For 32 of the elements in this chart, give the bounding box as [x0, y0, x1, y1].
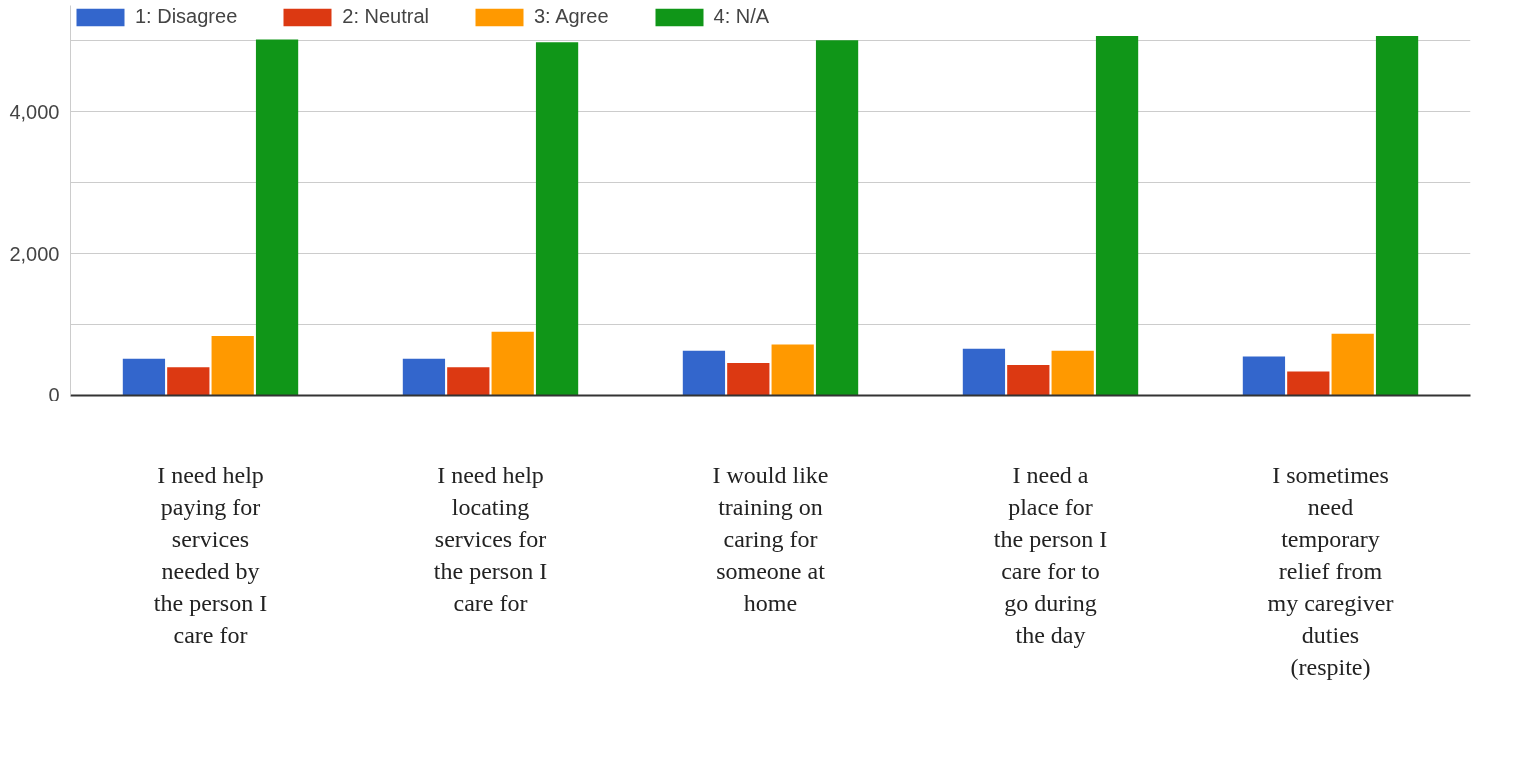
bar [255, 39, 299, 396]
bar [682, 350, 726, 396]
legend-label: 2: Neutral [342, 5, 429, 28]
legend-label: 3: Agree [534, 5, 609, 28]
bar [771, 344, 814, 396]
bar [167, 367, 210, 396]
bar [535, 42, 579, 396]
bar [1242, 356, 1286, 396]
bar [402, 358, 446, 396]
x-tick-label: I need help locating services for the person I care for [433, 461, 548, 616]
x-tick-label: I need help paying for services needed by the person I care for [153, 461, 268, 648]
legend-label: 4: N/A [713, 5, 770, 28]
y-tick-label: 0 [48, 383, 60, 406]
bar [727, 362, 770, 396]
bar [1095, 35, 1139, 396]
x-tick-label: I sometimes need temporary relief from my caregiver duties (respite) [1267, 461, 1394, 680]
bar [491, 331, 534, 396]
bar [1287, 371, 1330, 396]
bar [1051, 350, 1094, 396]
bar [211, 335, 254, 396]
bar [962, 348, 1006, 396]
bar [447, 367, 490, 396]
legend-label: 1: Disagree [135, 5, 238, 28]
bar [1375, 35, 1419, 396]
bar [1331, 333, 1374, 396]
y-tick-label: 2,000 [9, 242, 60, 265]
bar [1007, 365, 1050, 396]
y-tick-label: 4,000 [9, 100, 60, 123]
bar [122, 358, 166, 396]
bar [815, 40, 859, 396]
x-tick-label: I need a place for the person I care for to go during the day [993, 461, 1108, 648]
x-tick-label: I would like training on caring for someone at home [712, 461, 829, 616]
